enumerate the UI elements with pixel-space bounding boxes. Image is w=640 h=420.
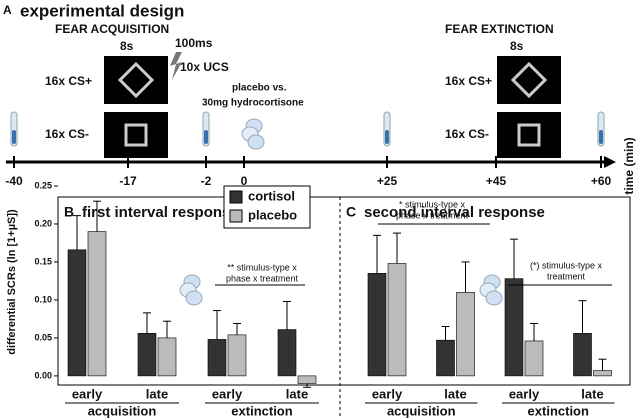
treatment: placebo vs. bbox=[232, 83, 287, 94]
annotation: treatment bbox=[547, 271, 586, 281]
y-tick-label: 0.15 bbox=[34, 256, 52, 266]
plot-frame bbox=[57, 196, 631, 386]
bar bbox=[297, 375, 317, 384]
timeline-tick-label: -17 bbox=[119, 174, 137, 188]
bar bbox=[436, 339, 455, 377]
timeline-tick-label: -40 bbox=[5, 174, 23, 188]
chart-title: first interval response bbox=[82, 204, 239, 221]
bar bbox=[157, 337, 177, 377]
phase-title: FEAR EXTINCTION bbox=[445, 22, 554, 36]
bar bbox=[67, 249, 87, 377]
group-label: acquisition bbox=[88, 403, 157, 418]
panel-letter: B bbox=[64, 204, 74, 220]
phase-title: FEAR ACQUISITION bbox=[55, 22, 169, 36]
group-label: extinction bbox=[231, 403, 292, 418]
x-tick-label: late bbox=[581, 386, 603, 401]
bar bbox=[87, 231, 107, 377]
y-axis-label: differential SCRs (ln [1+µS]) bbox=[6, 209, 18, 355]
timeline-tick-label: 0 bbox=[241, 174, 248, 188]
x-tick-label: late bbox=[286, 386, 308, 401]
timeline-tick-label: +45 bbox=[486, 174, 507, 188]
cs-label: 16x CS- bbox=[445, 127, 489, 141]
x-tick-label: late bbox=[444, 386, 466, 401]
cs-label: 16x CS+ bbox=[45, 74, 92, 88]
timeline-tick-label: +25 bbox=[377, 174, 398, 188]
bar bbox=[387, 263, 407, 377]
annotation: phase x treatment bbox=[226, 273, 299, 283]
treatment: 30mg hydrocortisone bbox=[202, 98, 304, 109]
y-tick-label: 0.10 bbox=[34, 294, 52, 304]
cs-label: 16x CS+ bbox=[445, 74, 492, 88]
annotation: phase x treatment bbox=[396, 210, 469, 220]
y-tick-label: 0.25 bbox=[34, 180, 52, 190]
bar bbox=[137, 333, 157, 377]
timeline-tick-label: -2 bbox=[201, 174, 212, 188]
legend-label: placebo bbox=[248, 207, 297, 222]
bar bbox=[524, 340, 544, 377]
ucs: 10x UCS bbox=[180, 60, 229, 74]
panel-letter: C bbox=[346, 204, 356, 220]
timeline-label: time (min) bbox=[622, 137, 636, 194]
group-label: extinction bbox=[528, 403, 589, 418]
panel-letter: A bbox=[3, 3, 12, 17]
legend-label: cortisol bbox=[248, 188, 295, 203]
group-label: acquisition bbox=[387, 403, 456, 418]
stimulus-boxes bbox=[104, 52, 561, 158]
bar bbox=[227, 334, 247, 377]
x-tick-label: early bbox=[509, 386, 540, 401]
bar bbox=[593, 370, 612, 377]
timeline-tick-label: +60 bbox=[591, 174, 612, 188]
bar bbox=[573, 333, 592, 377]
duration: 8s bbox=[120, 39, 134, 53]
timeline-arrow bbox=[604, 156, 616, 168]
y-tick-label: 0.05 bbox=[34, 332, 52, 342]
bar bbox=[456, 292, 475, 377]
legend-swatch bbox=[229, 190, 243, 204]
y-tick-label: 0.00 bbox=[34, 370, 52, 380]
x-tick-label: late bbox=[146, 386, 168, 401]
duration: 8s bbox=[510, 39, 524, 53]
annotation: ** stimulus-type x bbox=[227, 262, 297, 272]
ucs-duration: 100ms bbox=[175, 36, 213, 50]
x-tick-label: early bbox=[212, 386, 243, 401]
annotation: (*) stimulus-type x bbox=[530, 260, 603, 270]
bar bbox=[504, 278, 524, 377]
cs-label: 16x CS- bbox=[45, 127, 89, 141]
diagram-title: experimental design bbox=[20, 1, 184, 20]
bar bbox=[207, 339, 227, 377]
legend-swatch bbox=[229, 209, 243, 223]
bar bbox=[277, 329, 297, 377]
x-tick-label: early bbox=[72, 386, 103, 401]
bar bbox=[367, 273, 387, 377]
y-tick-label: 0.20 bbox=[34, 218, 52, 228]
annotation: * stimulus-type x bbox=[399, 199, 466, 209]
x-tick-label: early bbox=[372, 386, 403, 401]
chart-title: second interval response bbox=[364, 204, 545, 221]
